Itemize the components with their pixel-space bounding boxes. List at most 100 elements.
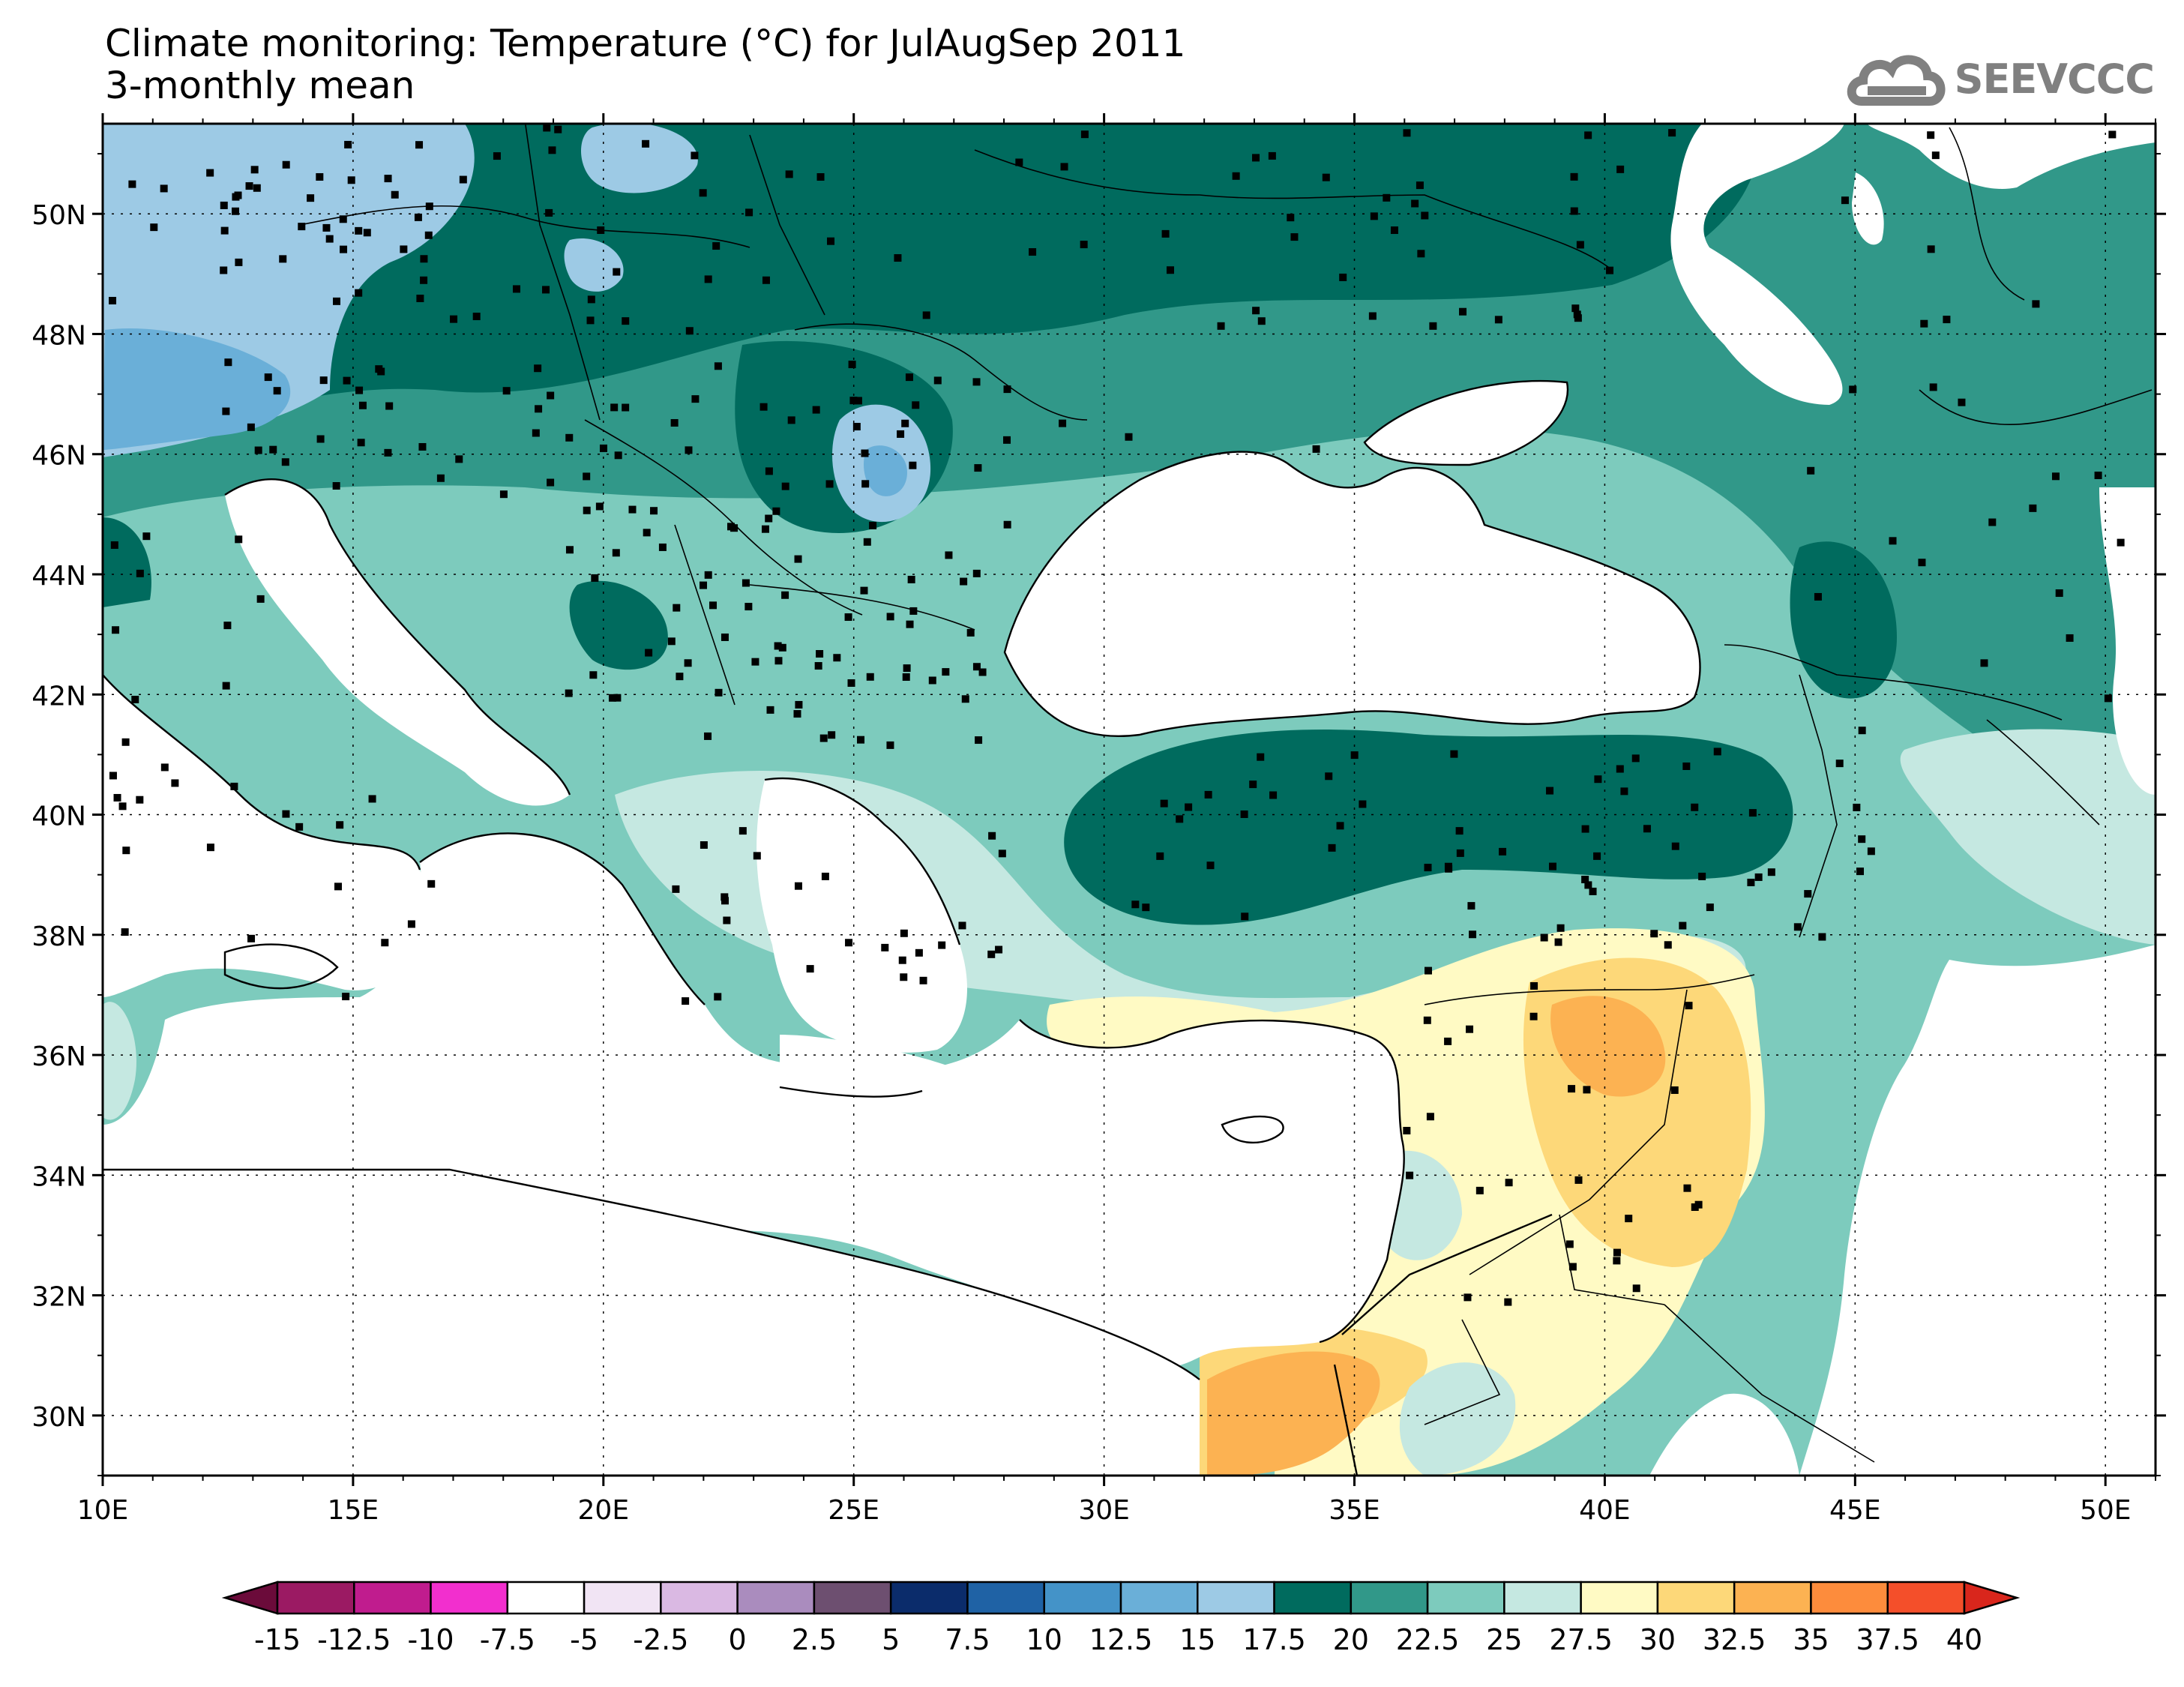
station-marker <box>547 478 555 487</box>
station-marker <box>565 689 573 697</box>
station-marker <box>2104 694 2112 703</box>
station-marker <box>741 579 750 587</box>
station-marker <box>407 920 415 928</box>
colorbar-label: -2.5 <box>633 1623 688 1656</box>
colorbar-label: 0 <box>729 1623 747 1656</box>
station-marker <box>220 226 229 235</box>
station-marker <box>1664 941 1672 949</box>
station-marker <box>704 571 712 579</box>
station-marker <box>622 403 630 412</box>
longitude-labels: 10E 15E 20E 25E 30E 35E 40E 45E 50E <box>77 1495 2132 1526</box>
station-marker <box>919 976 927 984</box>
station-marker <box>753 852 761 860</box>
station-marker <box>224 358 232 367</box>
station-marker <box>1459 307 1467 316</box>
station-marker <box>256 595 265 603</box>
station-marker <box>254 446 262 454</box>
station-marker <box>1423 1016 1431 1024</box>
station-marker <box>499 490 508 499</box>
station-marker <box>1370 212 1378 220</box>
colorbar-label: 40 <box>1946 1623 1982 1656</box>
station-marker <box>854 397 862 405</box>
lon-label: 35E <box>1329 1495 1380 1526</box>
station-marker <box>1835 760 1844 768</box>
station-marker <box>828 731 836 739</box>
station-marker <box>819 734 828 742</box>
station-marker <box>150 223 158 232</box>
colorbar-label: 10 <box>1026 1623 1062 1656</box>
station-marker <box>589 671 598 679</box>
station-marker <box>1390 226 1398 235</box>
lon-label: 10E <box>77 1495 129 1526</box>
lon-label: 30E <box>1078 1495 1130 1526</box>
station-marker <box>650 507 658 515</box>
station-marker <box>1620 787 1628 796</box>
coastlines <box>103 379 1701 1476</box>
station-marker <box>751 658 759 666</box>
station-marker <box>472 313 481 321</box>
station-marker <box>765 514 773 523</box>
colorbar-swatch <box>1503 1581 1582 1615</box>
station-marker <box>2055 589 2063 598</box>
station-marker <box>232 193 240 201</box>
station-marker <box>1698 872 1706 880</box>
station-marker <box>614 451 622 460</box>
station-marker <box>414 213 422 221</box>
station-marker <box>1856 867 1864 876</box>
station-marker <box>1336 822 1344 830</box>
station-marker <box>253 184 261 192</box>
station-marker <box>1161 229 1170 238</box>
station-marker <box>1683 1184 1691 1192</box>
station-marker <box>583 506 591 514</box>
station-marker <box>548 146 556 154</box>
station-marker <box>608 694 616 702</box>
station-marker <box>1359 800 1367 808</box>
station-marker <box>1160 799 1168 808</box>
station-marker <box>1206 861 1215 870</box>
station-marker <box>1576 241 1584 249</box>
station-marker <box>700 581 708 589</box>
station-marker <box>1156 852 1164 860</box>
title-line-2: 3-monthly mean <box>105 64 415 107</box>
station-marker <box>1217 322 1225 330</box>
station-marker <box>282 810 290 818</box>
colorbar-swatch <box>353 1581 432 1615</box>
station-marker <box>1853 803 1861 811</box>
station-marker <box>459 175 467 184</box>
station-marker <box>960 577 968 586</box>
station-marker <box>772 507 780 515</box>
station-marker <box>958 921 966 930</box>
station-marker <box>1581 825 1589 833</box>
logo-text: SEEVCCC <box>1954 55 2155 103</box>
station-marker <box>978 668 987 676</box>
station-marker <box>814 662 822 670</box>
station-marker <box>220 201 228 209</box>
station-marker <box>109 772 117 780</box>
station-marker <box>1080 130 1089 139</box>
station-marker <box>339 215 347 223</box>
station-marker <box>1767 868 1775 876</box>
colorbar-swatch <box>276 1581 355 1615</box>
station-marker <box>1540 933 1548 942</box>
station-marker <box>1931 151 1940 160</box>
station-marker <box>1927 131 1935 139</box>
station-marker <box>1429 322 1437 330</box>
station-marker <box>1424 966 1432 975</box>
station-marker <box>781 482 789 490</box>
lon-label: 50E <box>2080 1495 2132 1526</box>
station-marker <box>1613 1257 1621 1265</box>
station-marker <box>972 663 981 671</box>
temperature-field <box>103 124 2156 1476</box>
station-marker <box>1927 245 1935 253</box>
station-marker <box>595 502 604 511</box>
station-marker <box>938 941 946 949</box>
station-marker <box>909 607 918 615</box>
station-marker <box>1849 385 1857 394</box>
station-marker <box>1469 930 1477 939</box>
station-marker <box>415 141 424 149</box>
station-marker <box>1958 398 1966 406</box>
station-marker <box>532 429 540 437</box>
station-marker <box>766 706 774 714</box>
station-marker <box>131 695 139 703</box>
station-marker <box>1339 273 1347 281</box>
